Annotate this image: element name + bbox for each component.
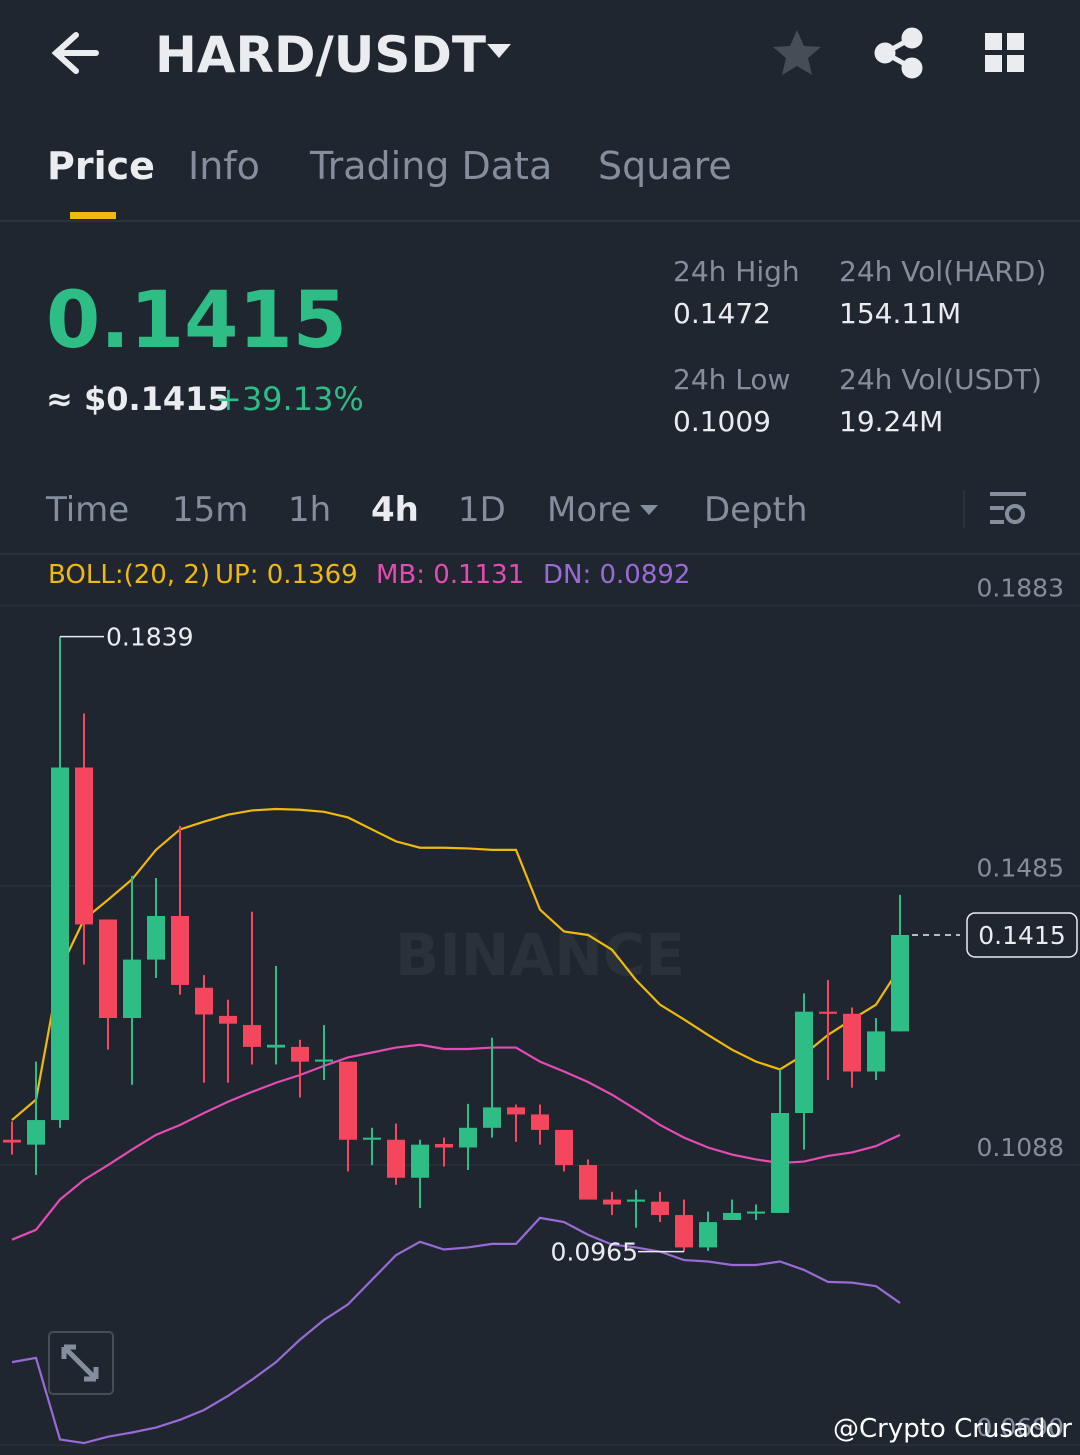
candle-body xyxy=(411,1144,429,1178)
candle-body xyxy=(171,915,189,985)
candle-body xyxy=(75,767,93,925)
stat-label: 24h Vol(HARD) xyxy=(839,255,1047,288)
tab[interactable]: Square xyxy=(598,144,732,188)
candle-body xyxy=(51,767,69,1121)
candle-body xyxy=(795,1011,813,1114)
pair-dropdown[interactable] xyxy=(487,44,511,58)
y-tick-label: 0.1883 xyxy=(977,574,1064,603)
chart-settings-icon[interactable] xyxy=(990,492,1026,524)
back-button[interactable] xyxy=(51,32,99,74)
candle-body xyxy=(771,1113,789,1213)
last-price: 0.1415 xyxy=(46,276,347,366)
candle-body xyxy=(387,1139,405,1178)
candle-body xyxy=(483,1107,501,1128)
max-label: 0.1839 xyxy=(106,623,193,652)
interval-tab[interactable]: More xyxy=(547,490,632,530)
candle-body xyxy=(243,1025,261,1047)
watermark-credit: @Crypto Crusador xyxy=(832,1414,1072,1444)
tab[interactable]: Trading Data xyxy=(310,144,553,188)
interval-tab[interactable]: 1h xyxy=(288,490,332,530)
stat-value: 0.1009 xyxy=(673,405,771,438)
candle-body xyxy=(699,1222,717,1248)
watermark: BINANCE xyxy=(395,921,685,989)
candle-body xyxy=(339,1061,357,1140)
candle-body xyxy=(267,1044,285,1048)
interval-tab[interactable]: Time xyxy=(46,490,130,530)
interval-tab[interactable]: 4h xyxy=(371,490,419,530)
candle-body xyxy=(747,1211,765,1214)
candle-body xyxy=(675,1215,693,1248)
candle-body xyxy=(555,1129,573,1166)
candle-body xyxy=(579,1165,597,1200)
candle-body xyxy=(627,1199,645,1202)
stat-label: 24h High xyxy=(673,255,800,288)
interval-tab[interactable]: Depth xyxy=(704,490,808,530)
y-tick-label: 0.1485 xyxy=(977,854,1064,883)
y-tick-label: 0.1088 xyxy=(977,1133,1064,1162)
pair-title[interactable]: HARD/USDT xyxy=(155,26,487,84)
tab[interactable]: Price xyxy=(47,144,155,188)
more-caret[interactable] xyxy=(640,505,658,515)
interval-tab[interactable]: 15m xyxy=(172,490,249,530)
candle-body xyxy=(291,1046,309,1062)
candle-body xyxy=(603,1199,621,1205)
price-change: +39.13% xyxy=(215,380,364,418)
tab-indicator xyxy=(70,212,116,219)
header-icons xyxy=(0,27,1080,555)
candle-body xyxy=(531,1114,549,1130)
candle-body xyxy=(3,1139,21,1143)
min-label: 0.0965 xyxy=(551,1238,638,1267)
bollinger-band xyxy=(11,807,901,1121)
candle-body xyxy=(867,1031,885,1072)
candle-body xyxy=(195,987,213,1015)
indicator-mb: MB: 0.1131 xyxy=(376,560,525,590)
tab[interactable]: Info xyxy=(188,144,260,188)
stat-value: 0.1472 xyxy=(673,297,771,330)
indicator-dn: DN: 0.0892 xyxy=(543,560,691,590)
candle-body xyxy=(123,959,141,1019)
grid-icon[interactable] xyxy=(985,33,1024,72)
candle-body xyxy=(99,919,117,1019)
stat-label: 24h Low xyxy=(673,363,791,396)
fullscreen-button[interactable] xyxy=(48,1331,114,1395)
interval-tab[interactable]: 1D xyxy=(458,490,506,530)
fiat-price: ≈ $0.1415 xyxy=(46,380,230,418)
candle-body xyxy=(315,1059,333,1062)
indicator-up: UP: 0.1369 xyxy=(215,560,358,590)
candle-body xyxy=(891,934,909,1032)
last-price-label: 0.1415 xyxy=(978,921,1065,950)
candle-body xyxy=(723,1212,741,1220)
y-tick-label: 0.0690 xyxy=(977,1413,1064,1442)
candle-body xyxy=(27,1120,45,1145)
share-icon[interactable] xyxy=(874,27,923,79)
stat-value: 19.24M xyxy=(839,405,944,438)
candle-body xyxy=(819,1011,837,1014)
candle-body xyxy=(651,1201,669,1216)
candle-body xyxy=(219,1015,237,1024)
candle-body xyxy=(459,1127,477,1148)
candlestick-chart: BINANCE 0.1883 0.1485 0.1088 0.0690 0.1839 0.… xyxy=(0,574,1080,1446)
candle-body xyxy=(435,1143,453,1148)
bollinger-band xyxy=(11,1216,901,1445)
candle-body xyxy=(363,1137,381,1140)
indicator-name: BOLL:(20, 2) xyxy=(48,560,211,590)
favorite-icon[interactable] xyxy=(773,30,821,75)
stat-label: 24h Vol(USDT) xyxy=(839,363,1042,396)
candle-body xyxy=(843,1013,861,1072)
stat-value: 154.11M xyxy=(839,297,962,330)
bollinger-band xyxy=(11,1043,901,1241)
candle-body xyxy=(507,1107,525,1115)
last-price-box xyxy=(966,912,1078,958)
candle-body xyxy=(147,915,165,960)
